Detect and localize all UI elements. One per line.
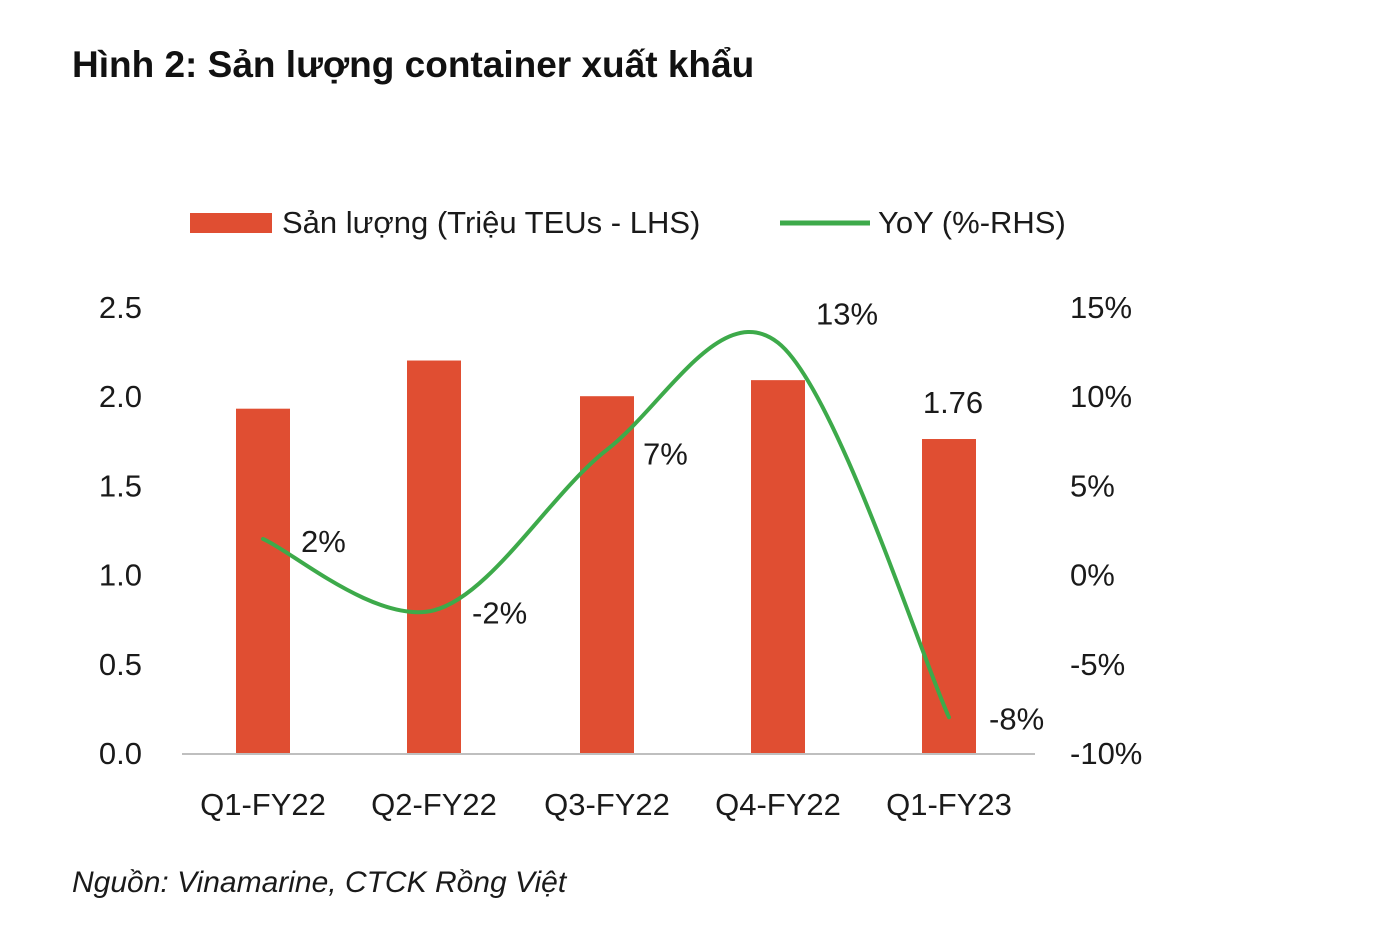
line-data-label: -8% [989,701,1044,736]
legend-bar-label: Sản lượng (Triệu TEUs - LHS) [282,205,700,240]
right-axis: -10% -5% 0% 5% 10% 15% [1070,290,1142,771]
left-axis-tick-label: 1.5 [99,468,142,503]
bar-data-label: 1.76 [923,385,983,420]
bar-q3-fy22 [580,396,634,753]
bar-q1-fy22 [236,408,290,753]
legend-line-label: YoY (%-RHS) [878,205,1066,240]
left-axis-tick-label: 2.5 [99,290,142,325]
line-data-label: 7% [643,437,688,472]
legend: Sản lượng (Triệu TEUs - LHS) YoY (%-RHS) [190,205,1066,240]
left-axis-tick-label: 1.0 [99,558,142,593]
left-axis-tick-label: 0.5 [99,647,142,682]
bar-data-labels: 1.76 [923,385,983,420]
left-axis-tick-label: 2.0 [99,379,142,414]
bar-series [236,360,976,753]
right-axis-tick-label: -10% [1070,736,1142,771]
x-axis-tick-label: Q3-FY22 [544,787,670,822]
yoy-line [261,330,951,720]
line-data-labels: 2% -2% 7% 13% -8% [301,297,1044,737]
bar-q1-fy23 [922,439,976,753]
bar-q2-fy22 [407,360,461,753]
x-axis: Q1-FY22 Q2-FY22 Q3-FY22 Q4-FY22 Q1-FY23 [200,787,1012,822]
figure-source: Nguồn: Vinamarine, CTCK Rồng Việt [72,866,567,899]
bar-q4-fy22 [751,380,805,753]
right-axis-tick-label: 5% [1070,468,1115,503]
right-axis-tick-label: -5% [1070,647,1125,682]
x-axis-tick-label: Q2-FY22 [371,787,497,822]
figure-title: Hình 2: Sản lượng container xuất khẩu [72,44,755,85]
x-axis-tick-label: Q1-FY23 [886,787,1012,822]
line-data-label: 13% [816,297,878,332]
x-axis-tick-label: Q4-FY22 [715,787,841,822]
legend-bar-swatch [190,213,272,233]
right-axis-tick-label: 15% [1070,290,1132,325]
left-axis: 0.0 0.5 1.0 1.5 2.0 2.5 [99,290,142,771]
x-axis-tick-label: Q1-FY22 [200,787,326,822]
line-data-label: -2% [472,595,527,630]
line-data-label: 2% [301,524,346,559]
left-axis-tick-label: 0.0 [99,736,142,771]
right-axis-tick-label: 10% [1070,379,1132,414]
right-axis-tick-label: 0% [1070,558,1115,593]
